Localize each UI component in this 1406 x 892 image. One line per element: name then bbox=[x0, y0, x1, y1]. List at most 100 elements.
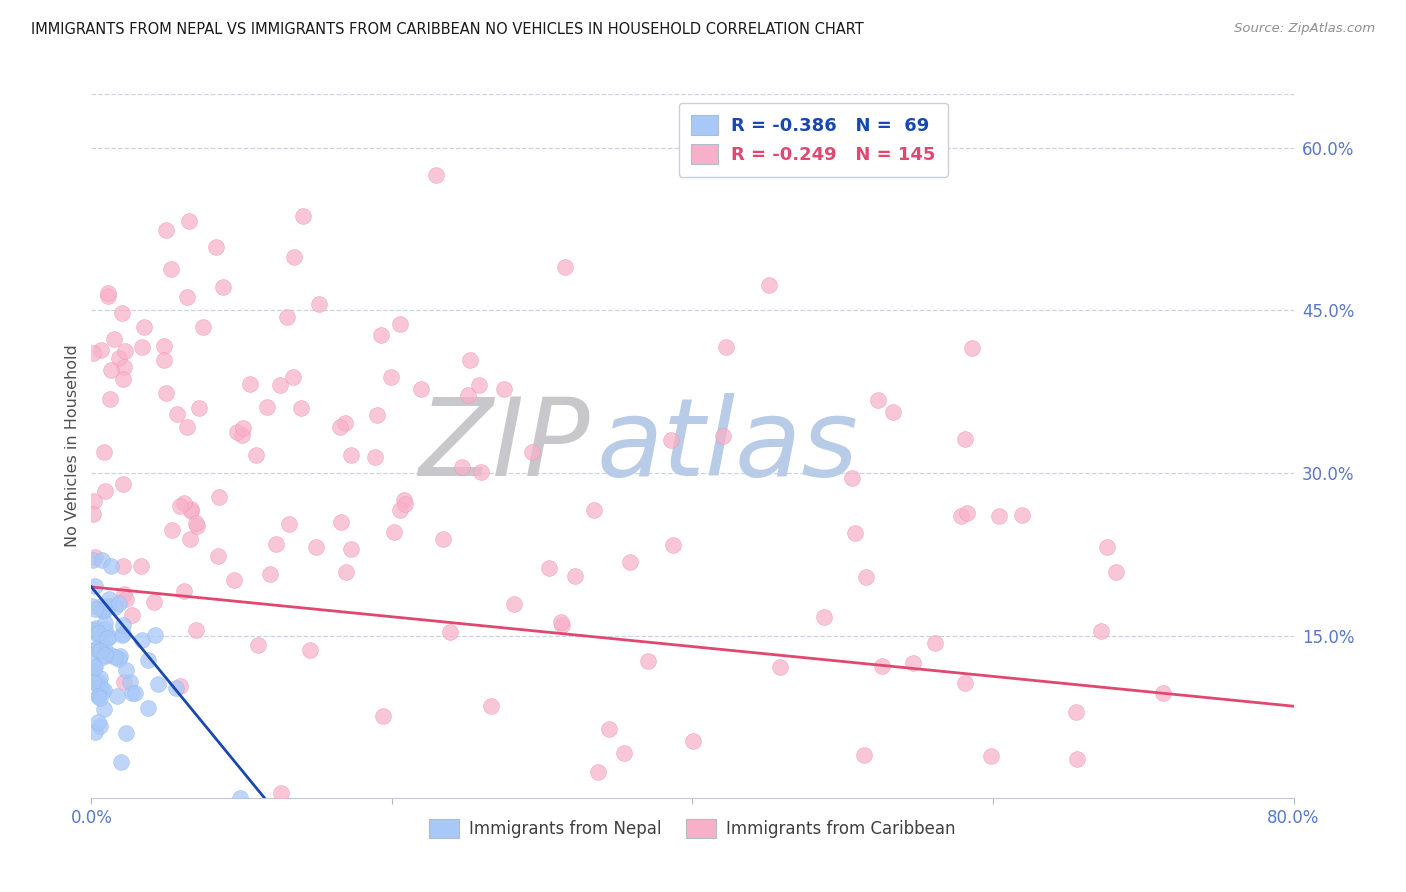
Point bbox=[169, 499, 191, 513]
Point bbox=[98, 591, 121, 606]
Point bbox=[1066, 751, 1088, 765]
Point bbox=[269, 377, 291, 392]
Point bbox=[111, 626, 134, 640]
Point bbox=[186, 519, 208, 533]
Point bbox=[335, 416, 357, 430]
Point bbox=[115, 726, 138, 740]
Point bbox=[112, 587, 135, 601]
Point bbox=[82, 662, 104, 676]
Point bbox=[136, 653, 159, 667]
Point bbox=[613, 746, 636, 760]
Point bbox=[432, 532, 454, 546]
Point bbox=[84, 675, 107, 690]
Point bbox=[868, 392, 890, 407]
Point bbox=[114, 344, 136, 359]
Point bbox=[554, 260, 576, 275]
Point bbox=[1011, 508, 1033, 522]
Point bbox=[93, 702, 115, 716]
Point bbox=[176, 290, 198, 304]
Point bbox=[169, 679, 191, 693]
Point bbox=[246, 639, 269, 653]
Point bbox=[143, 628, 166, 642]
Point bbox=[177, 214, 200, 228]
Point bbox=[1090, 624, 1112, 638]
Point bbox=[176, 420, 198, 434]
Point bbox=[160, 524, 183, 538]
Point bbox=[270, 786, 292, 800]
Point bbox=[111, 628, 134, 642]
Point bbox=[956, 506, 979, 520]
Point bbox=[89, 719, 111, 733]
Text: Source: ZipAtlas.com: Source: ZipAtlas.com bbox=[1234, 22, 1375, 36]
Point bbox=[93, 605, 115, 619]
Point bbox=[136, 700, 159, 714]
Point bbox=[813, 610, 835, 624]
Point bbox=[97, 630, 120, 644]
Point bbox=[103, 332, 125, 346]
Point bbox=[949, 509, 972, 524]
Point bbox=[278, 516, 301, 531]
Point bbox=[143, 595, 166, 609]
Point bbox=[329, 516, 352, 530]
Point bbox=[184, 516, 207, 531]
Point bbox=[844, 525, 866, 540]
Point bbox=[120, 675, 142, 690]
Point bbox=[173, 496, 195, 510]
Point bbox=[458, 353, 481, 368]
Point bbox=[97, 285, 120, 300]
Point bbox=[82, 624, 104, 639]
Point bbox=[153, 339, 176, 353]
Point bbox=[662, 538, 685, 552]
Point bbox=[104, 649, 127, 664]
Point bbox=[90, 603, 112, 617]
Point bbox=[93, 615, 115, 630]
Point bbox=[371, 709, 394, 723]
Point bbox=[121, 608, 143, 623]
Point bbox=[83, 579, 105, 593]
Point bbox=[83, 725, 105, 739]
Point bbox=[955, 432, 977, 446]
Point bbox=[226, 425, 249, 439]
Point bbox=[108, 652, 131, 666]
Point bbox=[290, 401, 312, 416]
Point bbox=[224, 573, 246, 587]
Legend: Immigrants from Nepal, Immigrants from Caribbean: Immigrants from Nepal, Immigrants from C… bbox=[420, 811, 965, 847]
Point bbox=[389, 317, 412, 331]
Point bbox=[89, 672, 111, 686]
Point bbox=[83, 494, 105, 508]
Point bbox=[87, 689, 110, 703]
Point bbox=[852, 747, 875, 762]
Point bbox=[83, 660, 105, 674]
Point bbox=[82, 599, 104, 613]
Point bbox=[538, 561, 561, 575]
Point bbox=[232, 421, 254, 435]
Point bbox=[93, 444, 115, 458]
Point bbox=[855, 570, 877, 584]
Point bbox=[94, 648, 117, 662]
Point bbox=[90, 642, 112, 657]
Point bbox=[155, 385, 177, 400]
Point bbox=[366, 408, 388, 422]
Point bbox=[155, 223, 177, 237]
Point bbox=[180, 504, 202, 518]
Point bbox=[111, 477, 134, 491]
Point bbox=[598, 723, 620, 737]
Point bbox=[583, 502, 606, 516]
Point bbox=[94, 484, 117, 499]
Point bbox=[184, 623, 207, 637]
Point bbox=[129, 558, 152, 573]
Point bbox=[470, 466, 492, 480]
Point bbox=[264, 536, 287, 550]
Point bbox=[259, 566, 281, 581]
Point bbox=[180, 502, 202, 516]
Point bbox=[100, 648, 122, 662]
Point bbox=[901, 657, 924, 671]
Point bbox=[82, 346, 104, 360]
Point bbox=[84, 550, 107, 565]
Point bbox=[173, 584, 195, 599]
Point bbox=[758, 278, 780, 293]
Point bbox=[93, 623, 115, 637]
Point bbox=[131, 633, 153, 648]
Point bbox=[98, 392, 121, 406]
Point bbox=[84, 601, 107, 615]
